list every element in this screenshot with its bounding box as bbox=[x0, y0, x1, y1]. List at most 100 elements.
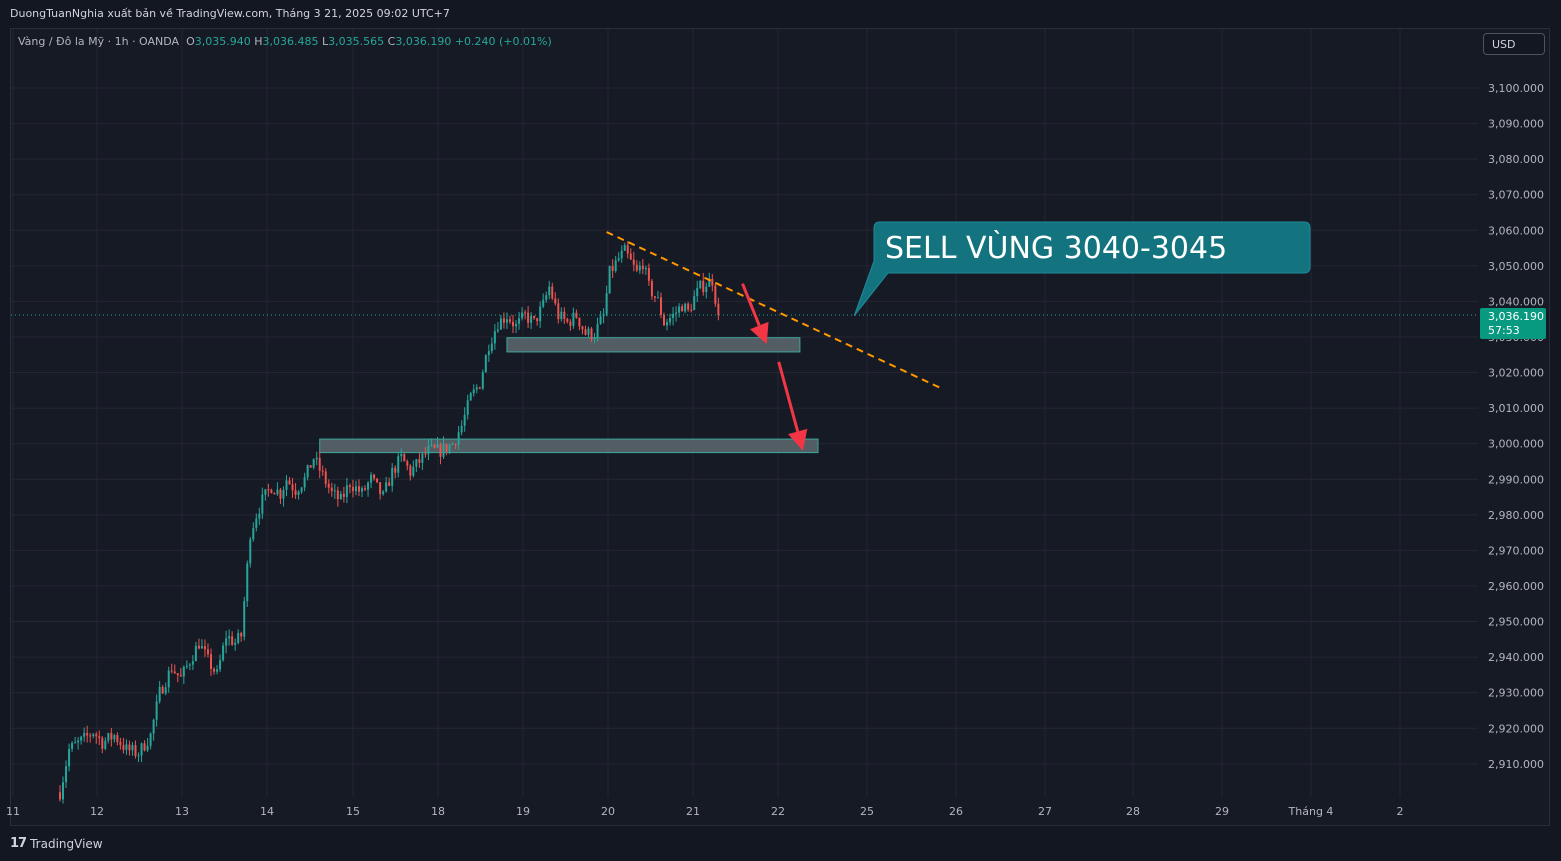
candle-body bbox=[143, 743, 146, 751]
time-tick-label: Tháng 4 bbox=[1288, 805, 1334, 818]
candle-body bbox=[351, 486, 354, 492]
candle-body bbox=[264, 489, 267, 495]
candle-body bbox=[77, 740, 80, 743]
candle-body bbox=[508, 319, 511, 322]
candle-body bbox=[699, 280, 702, 288]
candle-body bbox=[638, 265, 641, 271]
candle-body bbox=[249, 539, 252, 564]
candle-body bbox=[158, 686, 161, 702]
candle-body bbox=[548, 286, 551, 296]
price-tick-label: 3,090.000 bbox=[1488, 118, 1544, 131]
bar-countdown: 57:53 bbox=[1488, 324, 1520, 337]
candle-body bbox=[496, 329, 499, 332]
last-price-tag-bg bbox=[1480, 308, 1546, 339]
candle-body bbox=[237, 632, 240, 643]
time-tick-label: 26 bbox=[949, 805, 963, 818]
tradingview-mark-icon: 𝟭𝟳 bbox=[10, 836, 27, 851]
candle-body bbox=[391, 467, 394, 486]
candle-body bbox=[318, 457, 321, 471]
price-tick-label: 3,020.000 bbox=[1488, 367, 1544, 380]
currency-button[interactable]: USD bbox=[1483, 33, 1545, 55]
candle-body bbox=[457, 432, 460, 445]
price-tick-label: 3,050.000 bbox=[1488, 260, 1544, 273]
price-tick-label: 2,970.000 bbox=[1488, 544, 1544, 557]
candle-body bbox=[611, 265, 614, 271]
price-tick-label: 3,060.000 bbox=[1488, 224, 1544, 237]
price-tick-label: 2,930.000 bbox=[1488, 687, 1544, 700]
candle-body bbox=[593, 337, 596, 339]
candle-body bbox=[333, 490, 336, 492]
candle-body bbox=[101, 738, 104, 749]
candle-body bbox=[385, 482, 388, 492]
candle-body bbox=[584, 329, 587, 335]
candle-body bbox=[518, 318, 521, 324]
candle-body bbox=[261, 494, 264, 514]
candle-body bbox=[200, 646, 203, 649]
candle-body bbox=[484, 355, 487, 373]
candle-body bbox=[83, 732, 86, 737]
tradingview-logo[interactable]: 𝟭𝟳 TradingView bbox=[10, 836, 103, 851]
candle-body bbox=[267, 489, 270, 491]
candle-body bbox=[140, 743, 143, 756]
candle-body bbox=[149, 733, 152, 746]
candle-body bbox=[354, 486, 357, 492]
candle-body bbox=[714, 285, 717, 304]
candle-body bbox=[197, 645, 200, 649]
sell-callout: SELL VÙNG 3040-3045 bbox=[853, 221, 1311, 316]
candle-body bbox=[122, 744, 125, 750]
candle-body bbox=[527, 312, 530, 323]
candle-body bbox=[469, 393, 472, 401]
candle-body bbox=[255, 518, 258, 528]
candle-body bbox=[681, 306, 684, 312]
candle-body bbox=[206, 649, 209, 655]
candle-body bbox=[635, 264, 638, 271]
candle-body bbox=[188, 664, 191, 666]
price-tick-label: 3,080.000 bbox=[1488, 153, 1544, 166]
candle-body bbox=[376, 478, 379, 483]
candle-body bbox=[152, 719, 155, 734]
arrow-head bbox=[749, 321, 769, 345]
down-arrows bbox=[741, 283, 808, 451]
candle-body bbox=[445, 443, 448, 452]
candle-body bbox=[560, 311, 563, 320]
candle-body bbox=[294, 490, 297, 495]
price-tick-label: 3,010.000 bbox=[1488, 402, 1544, 415]
candle-body bbox=[382, 491, 385, 495]
candle-body bbox=[270, 489, 273, 493]
candle-body bbox=[569, 321, 572, 326]
callout-box bbox=[853, 221, 1311, 316]
candle-body bbox=[342, 493, 345, 497]
candle-body bbox=[711, 278, 714, 286]
descending-trendline bbox=[606, 231, 943, 390]
price-tick-label: 2,920.000 bbox=[1488, 722, 1544, 735]
candle-body bbox=[478, 387, 481, 389]
candle-body bbox=[330, 487, 333, 492]
candle-body bbox=[605, 293, 608, 314]
candle-body bbox=[134, 745, 137, 756]
candle-body bbox=[345, 485, 348, 497]
candle-body bbox=[490, 343, 493, 352]
candle-body bbox=[370, 474, 373, 483]
candle-body bbox=[185, 665, 188, 667]
candle-body bbox=[179, 675, 182, 677]
candle-body bbox=[472, 389, 475, 394]
candle-body bbox=[663, 314, 665, 326]
candle-body bbox=[210, 654, 212, 670]
candle-body bbox=[312, 459, 315, 468]
candle-body bbox=[71, 742, 74, 749]
close-value: 3,036.190 bbox=[395, 35, 452, 48]
candle-body bbox=[98, 736, 101, 739]
candle-body bbox=[59, 792, 61, 800]
price-tick-label: 3,000.000 bbox=[1488, 438, 1544, 451]
candle-body bbox=[373, 474, 376, 479]
candle-body bbox=[647, 267, 650, 281]
low-value: 3,035.565 bbox=[328, 35, 385, 48]
candle-body bbox=[653, 296, 656, 298]
price-tick-label: 3,100.000 bbox=[1488, 82, 1544, 95]
candle-body bbox=[327, 483, 330, 488]
candle-body bbox=[608, 265, 611, 294]
tradingview-brand: TradingView bbox=[30, 836, 103, 851]
candle-body bbox=[367, 482, 370, 490]
candle-body bbox=[361, 488, 363, 492]
